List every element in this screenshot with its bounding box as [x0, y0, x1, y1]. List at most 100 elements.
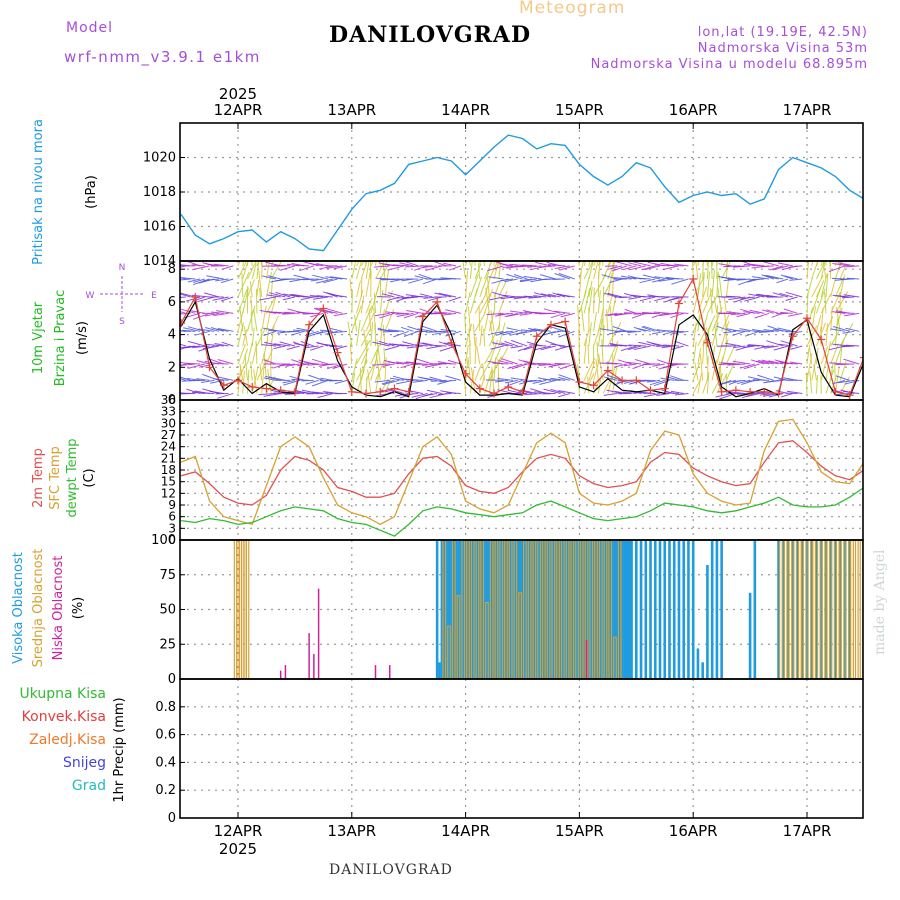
high-cloud-bar — [658, 540, 662, 679]
wind-vector — [554, 310, 570, 314]
wind-vector — [593, 261, 599, 280]
wind-vector — [510, 377, 528, 381]
wind-vector — [293, 274, 310, 280]
wind-vector — [462, 261, 467, 280]
wind-vector — [816, 262, 825, 280]
wind-vector — [543, 378, 561, 381]
wind-vector — [835, 375, 850, 381]
wind-vector — [360, 261, 365, 267]
wind-vector — [550, 326, 566, 332]
x-tick-label-top: 13APR — [327, 101, 376, 119]
wind-vector — [485, 287, 490, 314]
high-cloud-bar — [438, 662, 441, 679]
high-cloud-bar — [630, 540, 633, 679]
wind-vector — [715, 392, 732, 398]
wind-vector — [437, 278, 452, 281]
wind-vector — [378, 340, 395, 347]
wind-gust-marker — [504, 382, 513, 391]
wind-vector — [601, 274, 618, 280]
temp-line-dewpt — [181, 487, 863, 537]
wind-vector — [326, 265, 343, 269]
wind-vector — [822, 261, 827, 280]
wind-vector — [275, 291, 291, 298]
wind-vector — [402, 341, 419, 347]
wind-vector — [330, 294, 348, 298]
wind-vector — [556, 293, 575, 298]
high-cloud-bar — [777, 540, 780, 679]
wind-vector — [670, 345, 684, 351]
wind-vector — [284, 311, 300, 314]
wind-vector — [381, 379, 395, 385]
wind-vector — [237, 261, 241, 267]
wind-vector — [724, 265, 741, 267]
wind-vector — [411, 295, 428, 298]
panel-frame-precip — [179, 678, 864, 819]
wind-vector — [834, 338, 845, 365]
wind-vector — [634, 359, 651, 365]
x-tick-label-bottom: 16APR — [669, 822, 718, 840]
wind-vector — [360, 305, 373, 332]
wind-vector — [752, 379, 770, 381]
wind-vector — [180, 296, 186, 298]
wind-vector — [251, 263, 257, 280]
wind-vector — [282, 296, 296, 301]
wind-vector — [651, 330, 665, 335]
wind-vector — [527, 265, 542, 268]
wind-vector — [601, 338, 604, 365]
wind-vector — [612, 261, 614, 266]
wind-vector — [780, 311, 793, 314]
mid-cloud-bar — [812, 540, 817, 679]
wind-vector — [534, 391, 551, 394]
wind-vector — [639, 278, 656, 284]
high-cloud-bar — [466, 540, 470, 679]
wind-vector — [727, 278, 746, 281]
high-cloud-bar — [485, 540, 489, 679]
mid-cloud-bar — [850, 540, 854, 679]
wind-vector — [309, 262, 324, 267]
wind-vector — [382, 379, 400, 386]
precip-legend-4: Grad — [72, 778, 106, 794]
wind-vector — [670, 375, 684, 381]
wind-vector — [438, 362, 457, 365]
high-cloud-bar — [511, 540, 515, 679]
high-cloud-bar — [547, 540, 550, 679]
y-tick-label: 0 — [168, 533, 176, 547]
high-cloud-bar — [483, 540, 486, 679]
wind-vector — [539, 379, 556, 385]
wind-vector — [498, 360, 514, 365]
wind-vector — [588, 322, 592, 347]
wind-vector — [265, 261, 270, 280]
wind-vector — [825, 364, 829, 381]
wind-vector — [237, 271, 250, 298]
wind-vector — [711, 359, 717, 381]
wind-vector — [356, 261, 362, 280]
wind-vector — [839, 263, 847, 280]
wind-vector — [323, 278, 338, 284]
wind-axis-title-1: Brzina i Pravac — [53, 290, 68, 387]
wind-vector — [375, 261, 377, 266]
wind-vector — [830, 278, 836, 298]
wind-vector — [256, 261, 260, 267]
wind-vector — [535, 261, 552, 267]
wind-vector — [301, 379, 314, 382]
wind-vector — [607, 367, 616, 394]
wind-vector — [641, 326, 656, 332]
wind-vector — [766, 340, 784, 347]
wind-vector — [404, 361, 419, 365]
wind-vector — [372, 341, 390, 347]
wind-vector — [180, 363, 196, 366]
wind-vector — [732, 379, 746, 383]
wind-vector — [743, 311, 760, 314]
wind-vector — [221, 341, 234, 347]
high-cloud-bar — [706, 565, 709, 679]
wind-vector — [334, 379, 348, 385]
high-cloud-bar — [480, 540, 484, 679]
wind-vector — [515, 265, 533, 268]
wind-vector — [263, 392, 281, 397]
wind-gust-marker — [461, 369, 470, 378]
high-cloud-bar — [819, 540, 823, 679]
mid-cloud-bar — [608, 540, 613, 679]
y-tick-label: 50 — [159, 603, 176, 618]
wind-vector — [375, 353, 381, 381]
wind-gust-marker — [632, 376, 641, 385]
